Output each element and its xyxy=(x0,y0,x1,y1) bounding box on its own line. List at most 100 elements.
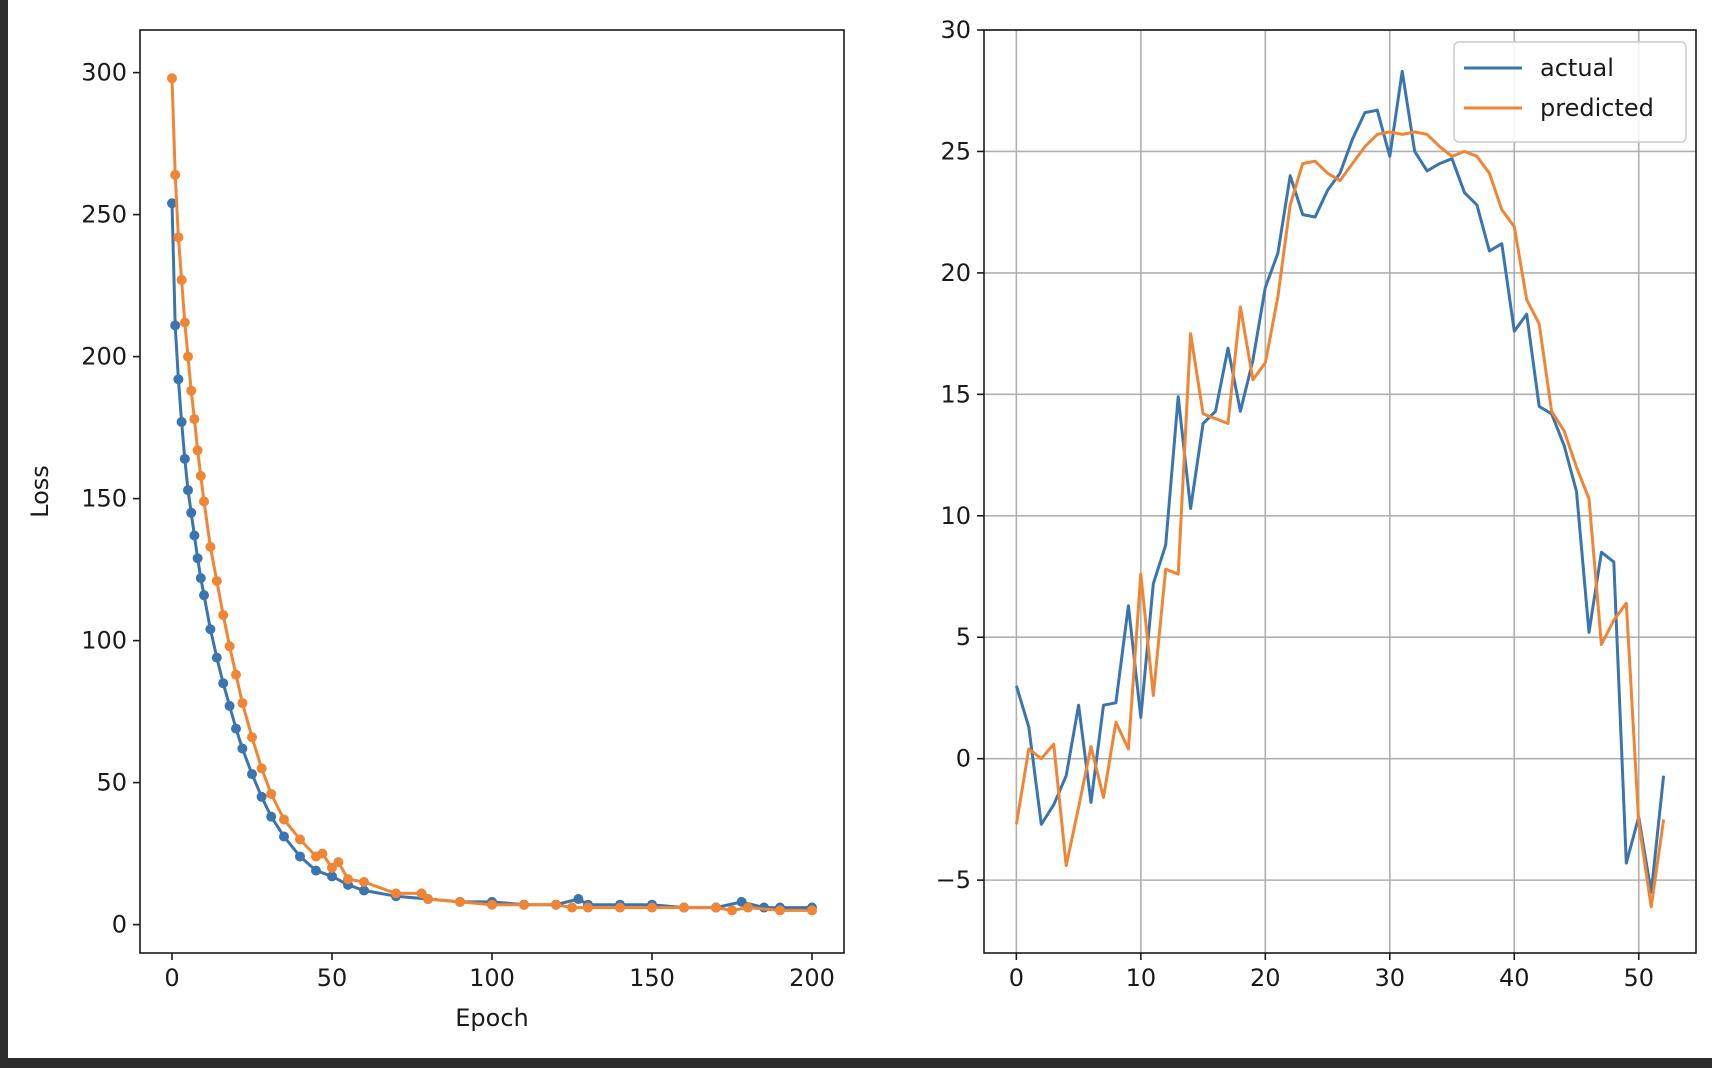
data-point xyxy=(205,541,216,552)
series-line-2 xyxy=(170,78,812,912)
data-point xyxy=(711,902,721,913)
y-tick-label: 50 xyxy=(96,769,127,797)
data-point xyxy=(266,811,277,822)
data-point xyxy=(247,769,257,780)
data-point xyxy=(224,641,235,652)
data-point xyxy=(176,274,187,285)
data-point xyxy=(189,414,200,425)
data-point xyxy=(567,902,577,913)
data-point xyxy=(573,894,584,905)
x-tick-label: 150 xyxy=(629,964,675,992)
y-tick-label: 200 xyxy=(81,343,127,371)
data-point xyxy=(199,590,209,601)
y-tick-label: 10 xyxy=(940,502,971,530)
data-point xyxy=(231,669,241,680)
series-line-2 xyxy=(1014,130,1666,909)
series-line-1 xyxy=(1014,69,1666,894)
y-tick-label: 300 xyxy=(81,59,127,87)
data-point xyxy=(416,888,427,899)
y-tick-label: 150 xyxy=(81,485,127,513)
axes-frame xyxy=(983,29,1697,954)
x-tick-label: 20 xyxy=(1250,964,1281,992)
data-point xyxy=(807,905,817,916)
y-tick-label: 30 xyxy=(940,16,971,44)
data-point xyxy=(317,848,328,859)
data-point xyxy=(775,905,785,916)
x-tick-label: 0 xyxy=(164,964,179,992)
data-point xyxy=(247,732,257,743)
data-point xyxy=(218,678,229,689)
plot-area xyxy=(1014,69,1666,909)
data-point xyxy=(237,698,248,709)
data-point xyxy=(195,470,206,481)
data-point xyxy=(551,899,561,910)
data-point xyxy=(736,896,747,907)
data-point xyxy=(295,834,305,845)
data-point xyxy=(583,902,593,913)
data-point xyxy=(176,416,187,427)
data-point xyxy=(179,317,190,328)
data-point xyxy=(195,573,206,584)
y-tick-label: 0 xyxy=(956,745,971,773)
data-point xyxy=(359,885,369,896)
data-point xyxy=(295,851,305,862)
plot-area xyxy=(167,73,817,916)
data-point xyxy=(211,575,222,586)
x-tick-label: 50 xyxy=(1623,964,1654,992)
data-point xyxy=(183,351,193,362)
x-axis-label: Epoch xyxy=(455,1004,529,1032)
data-point xyxy=(266,788,277,799)
y-tick-label: 0 xyxy=(112,911,127,939)
prediction-chart: 0 10 20 30 40 50 −5 0 5 10 15 20 25 30 actual predicted xyxy=(936,16,1697,992)
data-point xyxy=(279,814,289,825)
data-point xyxy=(311,865,321,876)
loss-chart: 0 50 100 150 200 0 50 100 150 200 250 300 Epoch Loss xyxy=(26,29,845,1032)
data-point xyxy=(167,73,177,84)
data-point xyxy=(519,899,529,910)
legend-label-actual: actual xyxy=(1540,54,1614,82)
data-point xyxy=(211,652,222,663)
x-tick-label: 200 xyxy=(789,964,835,992)
data-point xyxy=(199,496,209,507)
x-tick-label: 100 xyxy=(469,964,515,992)
data-point xyxy=(343,874,353,885)
data-point xyxy=(231,723,241,734)
x-tick-label: 40 xyxy=(1499,964,1530,992)
axes-frame xyxy=(139,29,845,954)
data-point xyxy=(173,232,184,243)
data-point xyxy=(173,374,184,385)
data-point xyxy=(679,902,689,913)
legend: actual predicted xyxy=(1453,41,1687,143)
data-point xyxy=(423,894,433,905)
data-point xyxy=(205,624,216,635)
data-point xyxy=(224,700,235,711)
series-line-1 xyxy=(170,203,812,910)
data-point xyxy=(170,320,181,331)
data-point xyxy=(256,763,267,774)
x-tick-label: 10 xyxy=(1126,964,1157,992)
data-point xyxy=(333,857,344,868)
data-point xyxy=(647,902,657,913)
data-point xyxy=(186,507,197,518)
data-point xyxy=(727,905,737,916)
data-point xyxy=(279,831,289,842)
data-point xyxy=(179,453,190,464)
y-tick-label: 250 xyxy=(81,201,127,229)
data-point xyxy=(170,169,181,180)
data-point xyxy=(218,610,229,621)
y-tick-label: 25 xyxy=(940,137,971,165)
data-point xyxy=(327,871,337,882)
data-point xyxy=(327,862,337,873)
data-point xyxy=(743,902,753,913)
data-point xyxy=(359,877,369,887)
data-point xyxy=(487,899,497,910)
x-tick-label: 0 xyxy=(1009,964,1024,992)
data-point xyxy=(192,553,203,564)
y-tick-label: 15 xyxy=(940,380,971,408)
data-point xyxy=(615,902,625,913)
figure: 0 50 100 150 200 0 50 100 150 200 250 300 Epoch Loss … xyxy=(8,0,1712,1058)
y-tick-label: 5 xyxy=(956,623,971,651)
x-tick-label: 50 xyxy=(317,964,348,992)
data-point xyxy=(391,888,401,899)
y-tick-label: −5 xyxy=(936,866,971,894)
